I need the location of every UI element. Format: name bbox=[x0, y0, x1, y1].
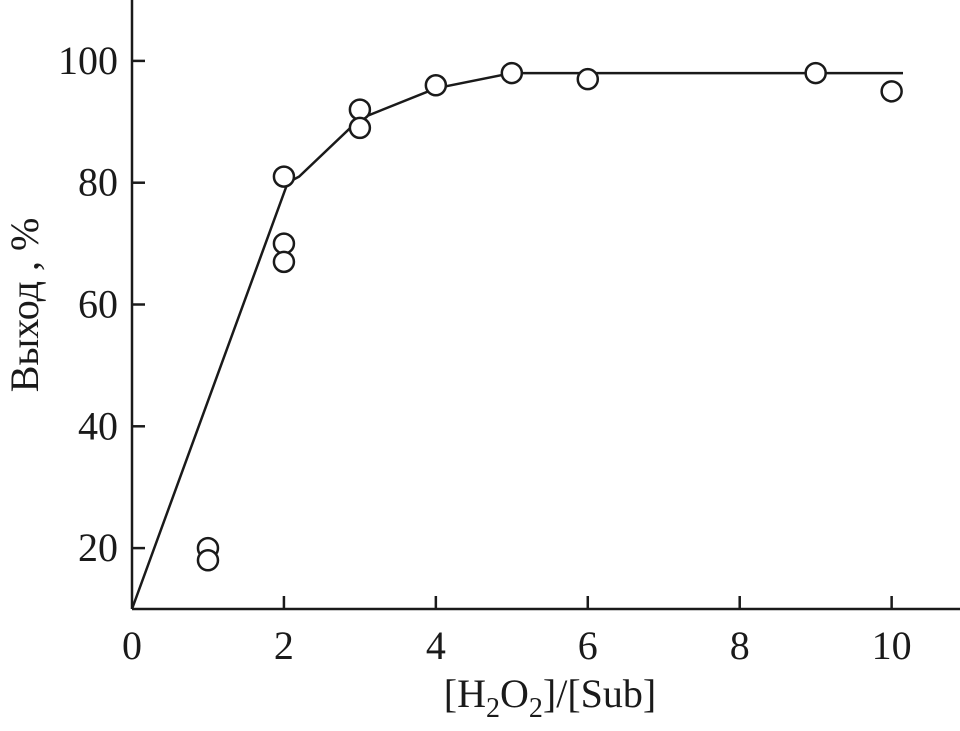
y-tick-label: 80 bbox=[78, 160, 118, 205]
data-point bbox=[272, 232, 296, 255]
x-axis-title: [H2O2]/[Sub] bbox=[444, 671, 656, 724]
data-point bbox=[576, 67, 600, 91]
x-tick-label: 2 bbox=[274, 623, 294, 668]
x-axis-title-part: ]/[Sub] bbox=[543, 671, 656, 716]
data-point bbox=[804, 61, 827, 85]
y-tick-label: 100 bbox=[58, 38, 118, 83]
x-axis-title-subscript: 2 bbox=[486, 693, 500, 724]
fit-curve-group bbox=[130, 71, 903, 610]
data-point bbox=[196, 549, 220, 572]
data-point bbox=[272, 165, 296, 188]
x-tick-label: 10 bbox=[872, 623, 912, 668]
y-tick-label: 40 bbox=[78, 403, 118, 448]
x-axis-title-subscript: 2 bbox=[529, 693, 543, 724]
x-axis-title-part: [H bbox=[444, 671, 486, 716]
data-points-group bbox=[196, 61, 903, 572]
fit-line bbox=[130, 71, 903, 610]
y-axis-title: Выход , % bbox=[2, 218, 47, 393]
data-point bbox=[880, 80, 903, 103]
data-point bbox=[348, 98, 372, 121]
y-tick-label: 60 bbox=[78, 282, 118, 327]
data-point bbox=[348, 116, 372, 140]
tick-labels-group: 0 2 4 6 8 10 20 40 60 80 100 bbox=[58, 38, 912, 668]
x-tick-label: 0 bbox=[122, 623, 142, 668]
x-tick-label: 6 bbox=[578, 623, 598, 668]
axes bbox=[130, 0, 960, 611]
y-tick-label: 20 bbox=[78, 525, 118, 570]
data-point bbox=[500, 61, 524, 85]
x-tick-label: 8 bbox=[730, 623, 750, 668]
data-point bbox=[272, 250, 296, 274]
data-point bbox=[424, 74, 448, 97]
x-tick-label: 4 bbox=[426, 623, 446, 668]
x-axis-title-part: O bbox=[500, 671, 529, 716]
